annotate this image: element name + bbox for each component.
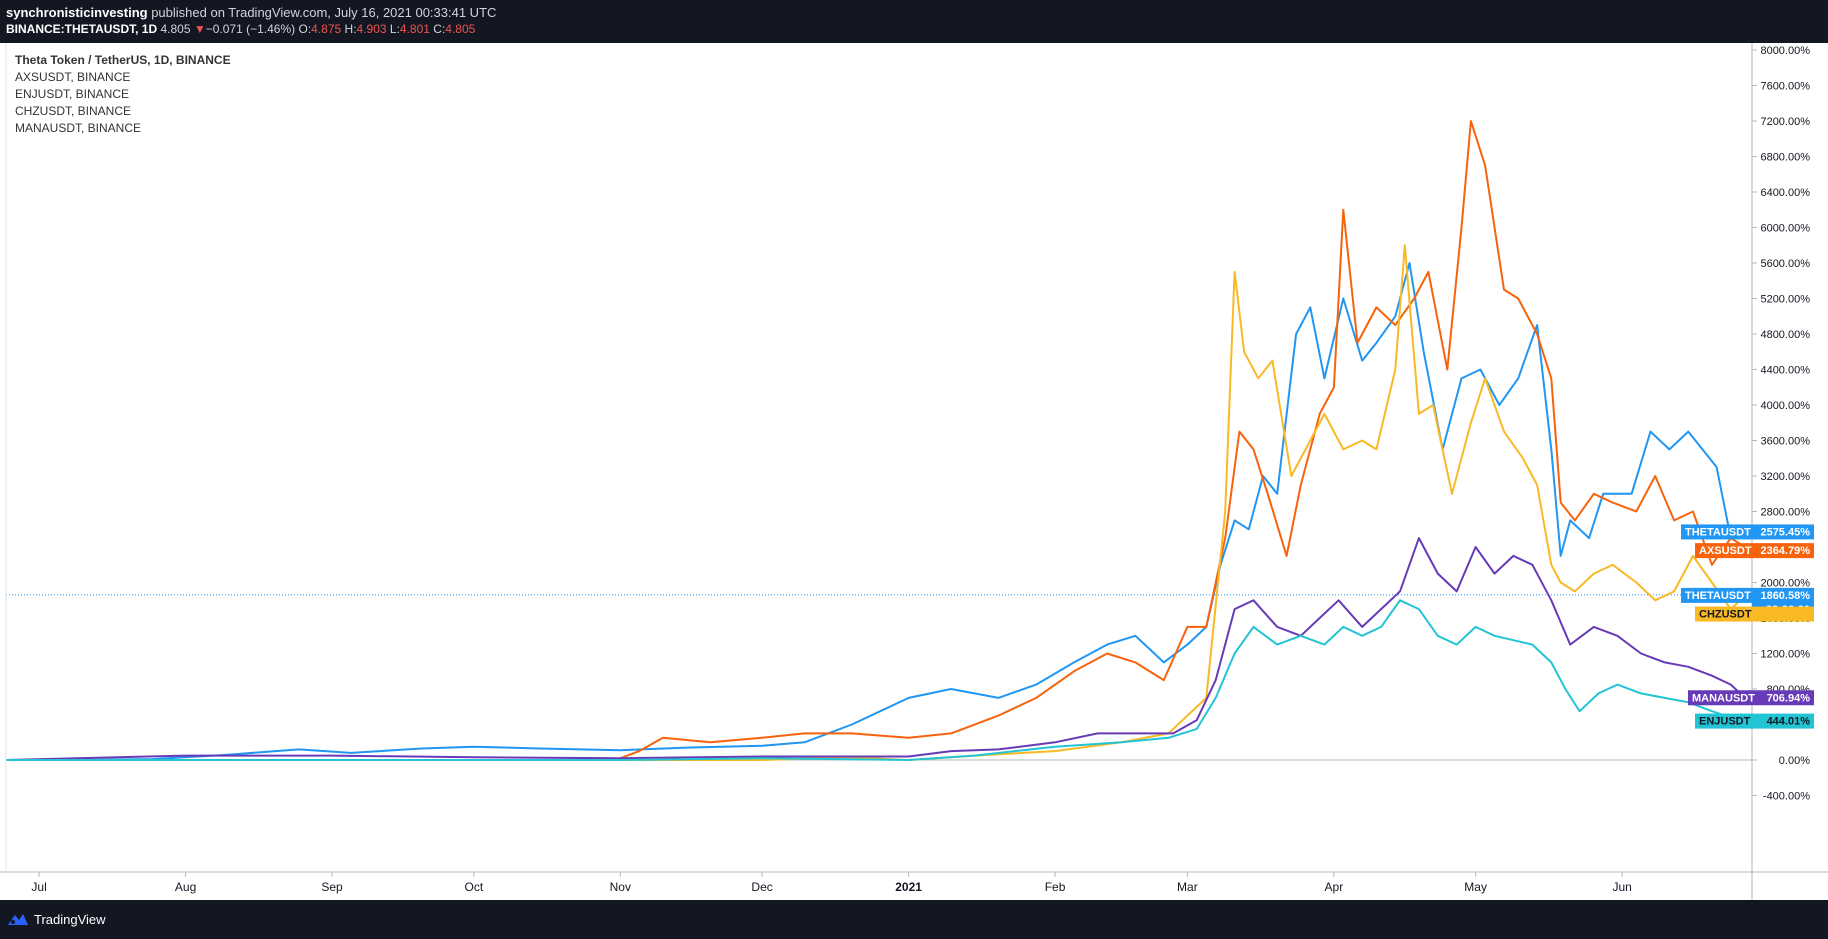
high-value: 4.903 xyxy=(356,22,387,36)
footer-bar: TradingView xyxy=(0,900,1828,939)
series-line-axsusdt xyxy=(6,120,1746,761)
y-tick-label: 8000.00% xyxy=(1760,45,1810,57)
x-tick-label: May xyxy=(1464,880,1487,894)
y-tick-label: 0.00% xyxy=(1779,755,1810,767)
tradingview-logo-icon[interactable] xyxy=(6,911,30,932)
publish-line: synchronisticinvesting published on Trad… xyxy=(6,5,496,20)
price-badge: 1860.58% THETAUSDT xyxy=(1681,587,1814,603)
badge-label-bg xyxy=(1695,713,1752,729)
x-tick-label: Dec xyxy=(751,880,772,894)
low-label: L: xyxy=(389,22,400,36)
badge-label: ENJUSDT xyxy=(1699,716,1751,728)
x-tick-label: Apr xyxy=(1325,880,1344,894)
badge-value: 2575.45% xyxy=(1760,526,1810,538)
author-name[interactable]: synchronisticinvesting xyxy=(6,5,148,20)
series-line-manausdt xyxy=(5,537,1746,761)
y-tick-label: 4400.00% xyxy=(1760,365,1810,377)
price-badge: 2364.79% AXSUSDT xyxy=(1695,543,1814,559)
badge-label-bg xyxy=(1695,543,1752,559)
y-tick-label: 2800.00% xyxy=(1760,507,1810,519)
brand-name[interactable]: TradingView xyxy=(34,912,106,927)
badge-label-bg xyxy=(1695,606,1814,622)
x-tick-label: Mar xyxy=(1177,880,1198,894)
legend-item-main[interactable]: Theta Token / TetherUS, 1D, BINANCE xyxy=(15,53,231,67)
x-tick-label: Jul xyxy=(31,880,46,894)
legend-item[interactable]: AXSUSDT, BINANCE xyxy=(15,70,131,84)
x-tick-label: 2021 xyxy=(895,880,922,894)
x-tick-label: Jun xyxy=(1612,880,1631,894)
close-value: 4.805 xyxy=(445,22,476,36)
series-legend: Theta Token / TetherUS, 1D, BINANCE AXSU… xyxy=(15,52,231,137)
legend-item[interactable]: MANAUSDT, BINANCE xyxy=(15,121,142,135)
badge-value-bg xyxy=(1752,587,1814,603)
series-line-chzusdt xyxy=(6,244,1746,761)
badge-value-bg xyxy=(1752,690,1814,706)
change-arrow-icon: ▼ xyxy=(193,22,206,36)
badge-label: CHZUSDT xyxy=(1699,609,1752,621)
series-line-thetausdt xyxy=(6,262,1746,761)
badge-value: 444.01% xyxy=(1767,716,1811,728)
y-tick-label: 2000.00% xyxy=(1760,578,1810,590)
y-tick-label: 6000.00% xyxy=(1760,223,1810,235)
chart-canvas[interactable]: 8000.00% 7600.00% 7200.00% 6800.00% 6400.00%… xyxy=(0,43,1828,900)
badge-value: 1860.58% xyxy=(1760,590,1810,602)
symbol-label: BINANCE:THETAUSDT, 1D xyxy=(6,22,158,36)
y-tick-label: 3600.00% xyxy=(1760,436,1810,448)
x-tick-label: Sep xyxy=(321,880,343,894)
badge-label: THETAUSDT xyxy=(1685,590,1751,602)
y-tick-label: 5200.00% xyxy=(1760,294,1810,306)
badge-label: MANAUSDT xyxy=(1692,692,1755,704)
legend-item[interactable]: CHZUSDT, BINANCE xyxy=(15,104,132,118)
price-badge: 2575.45% THETAUSDT xyxy=(1681,524,1814,540)
badge-value: 2364.79% xyxy=(1760,545,1810,557)
top-bar: synchronisticinvesting published on Trad… xyxy=(0,0,1828,43)
high-label: H: xyxy=(344,22,357,36)
x-tick-label: Aug xyxy=(175,880,196,894)
y-tick-label: 6400.00% xyxy=(1760,187,1810,199)
y-tick-label: 3200.00% xyxy=(1760,471,1810,483)
y-tick-label: -400.00% xyxy=(1763,791,1810,803)
y-tick-label: 4800.00% xyxy=(1760,329,1810,341)
badge-label: AXSUSDT xyxy=(1699,545,1752,557)
open-value: 4.875 xyxy=(311,22,342,36)
x-tick-label: Feb xyxy=(1045,880,1066,894)
price-badge: CHZUSDT xyxy=(1695,606,1814,622)
y-tick-label: 4000.00% xyxy=(1760,400,1810,412)
y-tick-label: 6800.00% xyxy=(1760,152,1810,164)
chart-panel[interactable]: 8000.00% 7600.00% 7200.00% 6800.00% 6400.00%… xyxy=(0,43,1828,900)
badge-label-bg xyxy=(1688,690,1752,706)
badge-value-bg xyxy=(1752,524,1814,540)
y-tick-label: 5600.00% xyxy=(1760,258,1810,270)
x-tick-label: Nov xyxy=(610,880,631,894)
close-label: C: xyxy=(433,22,446,36)
ohlc-line: BINANCE:THETAUSDT, 1D 4.805 ▼−0.071 (−1.… xyxy=(6,22,475,36)
price-value: 4.805 xyxy=(160,22,191,36)
badge-value: 706.94% xyxy=(1767,692,1811,704)
open-label: O: xyxy=(298,22,312,36)
price-badge: 444.01% ENJUSDT xyxy=(1695,713,1814,729)
series-line-enjusdt xyxy=(6,599,1746,761)
badge-value-bg xyxy=(1752,543,1814,559)
y-tick-label: 1200.00% xyxy=(1760,649,1810,661)
legend-item[interactable]: ENJUSDT, BINANCE xyxy=(15,87,130,101)
publish-info: published on TradingView.com, July 16, 2… xyxy=(147,5,497,20)
price-badge: 706.94% MANAUSDT xyxy=(1688,690,1814,706)
badge-value-bg xyxy=(1752,713,1814,729)
x-tick-label: Oct xyxy=(464,880,483,894)
badge-label-bg xyxy=(1681,524,1752,540)
badge-label-bg xyxy=(1681,587,1752,603)
low-value: 4.801 xyxy=(399,22,430,36)
y-tick-label: 7200.00% xyxy=(1760,116,1810,128)
badge-label: THETAUSDT xyxy=(1685,526,1751,538)
y-tick-label: 7600.00% xyxy=(1760,81,1810,93)
change-value: −0.071 (−1.46%) xyxy=(205,22,296,36)
